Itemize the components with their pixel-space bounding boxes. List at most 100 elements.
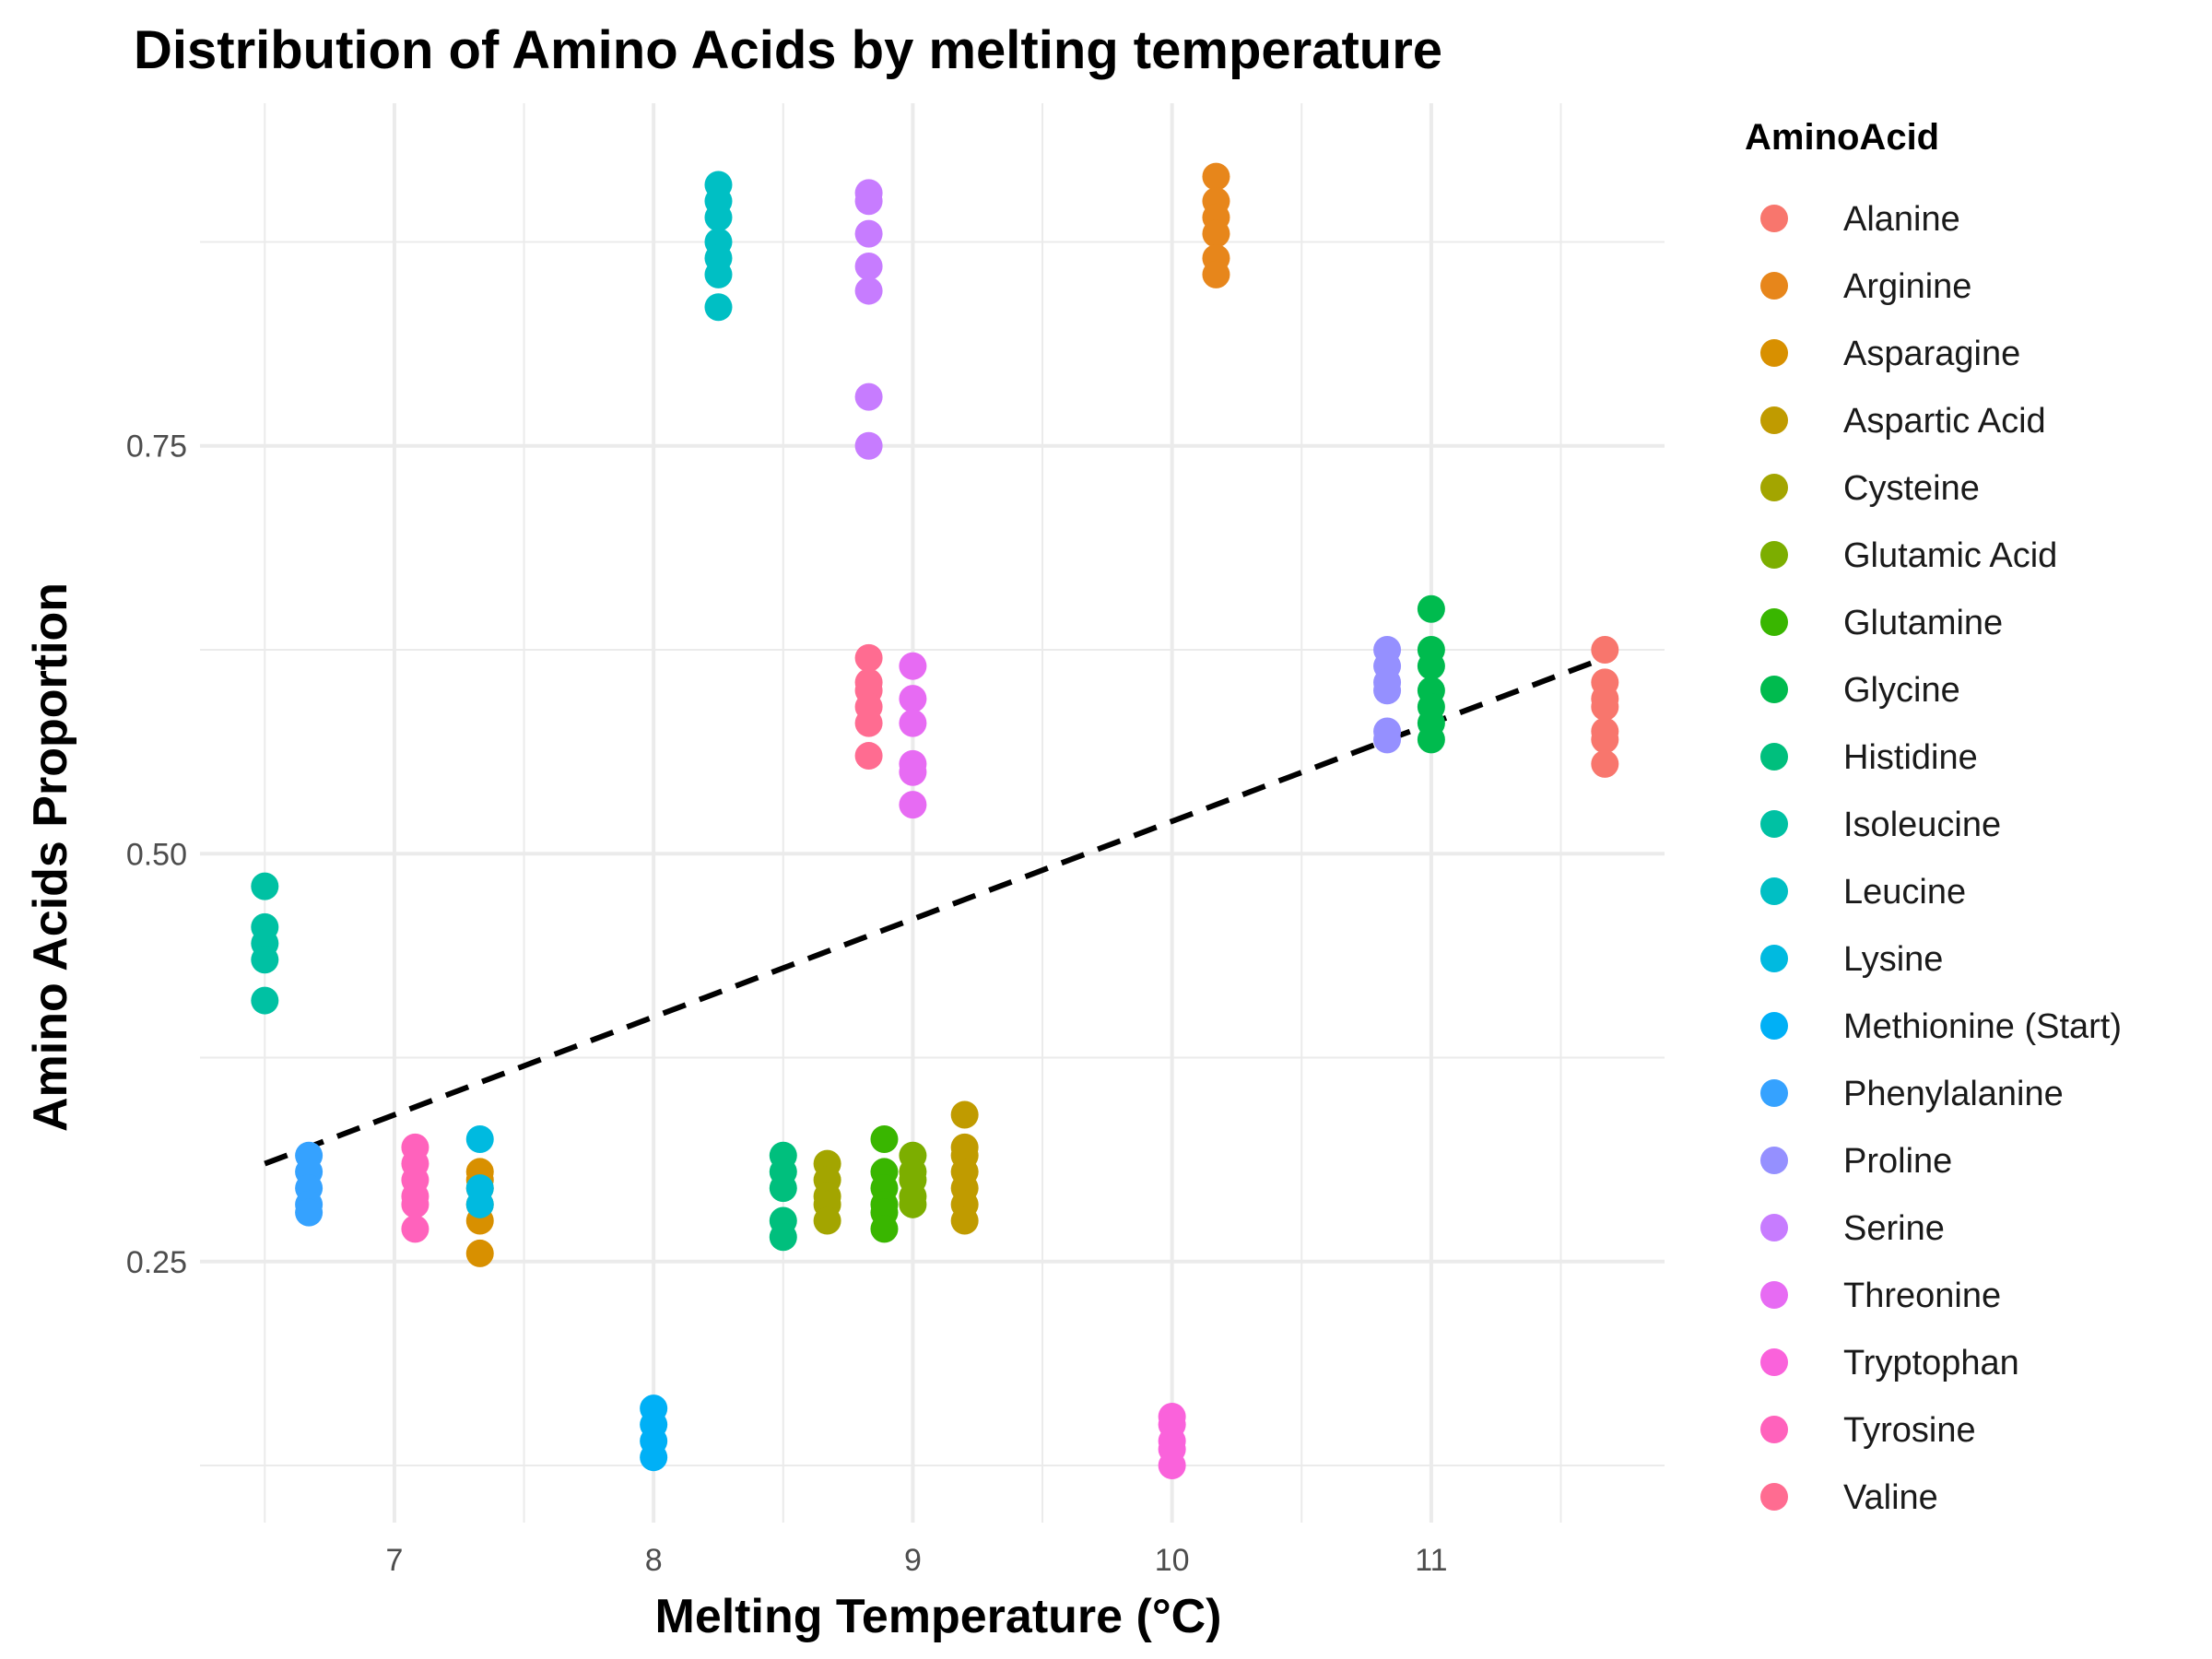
data-point	[1417, 652, 1445, 680]
legend-label: Histidine	[1843, 738, 1978, 777]
legend-key	[1760, 1281, 1788, 1309]
legend-key	[1760, 406, 1788, 434]
data-point	[1591, 749, 1619, 778]
data-point	[854, 709, 883, 737]
data-point	[1373, 677, 1402, 705]
chart-title: Distribution of Amino Acids by melting t…	[134, 20, 1442, 80]
x-tick-label: 7	[385, 1543, 403, 1578]
legend-label: Aspartic Acid	[1843, 402, 2046, 441]
legend-label: Serine	[1843, 1209, 1945, 1248]
legend-title: AminoAcid	[1745, 117, 1939, 158]
x-tick-label: 10	[1155, 1543, 1190, 1578]
legend-label: Isoleucine	[1843, 806, 2001, 844]
data-point	[899, 685, 927, 713]
legend-label: Methionine (Start)	[1843, 1007, 2122, 1046]
y-tick-label: 0.50	[126, 837, 187, 872]
legend-label: Cysteine	[1843, 469, 1980, 508]
legend-key	[1760, 272, 1788, 300]
legend-label: Lysine	[1843, 940, 1943, 979]
legend-label: Threonine	[1843, 1277, 2001, 1315]
grid	[200, 103, 1665, 1523]
legend-label: Phenylalanine	[1843, 1075, 2064, 1113]
legend-label: Arginine	[1843, 267, 1971, 306]
data-point	[1202, 219, 1230, 248]
x-tick-label: 8	[645, 1543, 663, 1578]
data-point	[854, 219, 883, 248]
data-point	[704, 293, 733, 322]
data-point	[899, 652, 927, 680]
data-point	[1202, 260, 1230, 288]
legend-label: Glutamic Acid	[1843, 536, 2057, 575]
data-point	[704, 203, 733, 231]
data-point	[295, 1198, 324, 1227]
trend-line	[264, 655, 1606, 1167]
data-point	[870, 1215, 899, 1243]
data-point	[465, 1125, 494, 1154]
x-axis-title: Melting Temperature (°C)	[655, 1590, 1222, 1643]
legend-label: Alanine	[1843, 200, 1960, 239]
legend-key	[1760, 676, 1788, 703]
data-point	[1417, 594, 1445, 623]
legend-key	[1760, 1214, 1788, 1241]
data-point	[1373, 725, 1402, 754]
data-point	[1591, 692, 1619, 721]
legend-key	[1760, 608, 1788, 636]
data-point	[899, 1190, 927, 1218]
legend-key	[1760, 1483, 1788, 1511]
legend-label: Glutamine	[1843, 604, 2003, 642]
data-point	[854, 187, 883, 216]
data-point	[1591, 725, 1619, 754]
data-point	[640, 1443, 668, 1472]
data-point	[1591, 635, 1619, 664]
legend-key	[1760, 743, 1788, 771]
data-point	[465, 1190, 494, 1218]
legend-key	[1760, 1012, 1788, 1040]
data-point	[854, 742, 883, 771]
data-point	[854, 253, 883, 281]
data-point	[401, 1215, 429, 1243]
data-point	[899, 791, 927, 819]
data-point	[251, 872, 279, 900]
data-point	[854, 382, 883, 411]
data-point	[401, 1190, 429, 1218]
trend-line-layer	[264, 655, 1606, 1167]
data-point	[1202, 162, 1230, 191]
legend-key	[1760, 1416, 1788, 1443]
legend-label: Tryptophan	[1843, 1344, 2019, 1382]
legend-label: Leucine	[1843, 873, 1966, 912]
legend-label: Valine	[1843, 1478, 1938, 1517]
data-point	[870, 1125, 899, 1154]
data-point	[854, 276, 883, 305]
data-point	[813, 1206, 841, 1235]
legend-key	[1760, 339, 1788, 367]
data-point	[251, 986, 279, 1015]
legend-key	[1760, 474, 1788, 501]
legend-key	[1760, 205, 1788, 232]
data-point	[899, 709, 927, 737]
data-point	[899, 758, 927, 786]
data-point	[950, 1100, 979, 1129]
data-point	[950, 1206, 979, 1235]
x-tick-label: 11	[1415, 1543, 1447, 1578]
legend-label: Tyrosine	[1843, 1411, 1976, 1450]
data-point	[1158, 1452, 1186, 1480]
data-point	[465, 1239, 494, 1267]
legend-label: Proline	[1843, 1142, 1952, 1181]
legend-key	[1760, 1147, 1788, 1174]
data-point	[854, 431, 883, 460]
legend-key	[1760, 810, 1788, 838]
legend-key	[1760, 945, 1788, 972]
axes: 7 8 9 10 11 0.25 0.50 0.75	[126, 429, 1448, 1578]
legend-key	[1760, 541, 1788, 569]
data-point	[769, 1174, 797, 1203]
legend-label: Asparagine	[1843, 335, 2020, 373]
legend-key	[1760, 1079, 1788, 1107]
legend: Alanine Arginine Asparagine Aspartic Acid Cy…	[1760, 200, 2122, 1517]
legend-key	[1760, 1348, 1788, 1376]
legend-key	[1760, 877, 1788, 905]
legend-label: Glycine	[1843, 671, 1960, 710]
points-layer	[251, 162, 1619, 1480]
data-point	[1417, 725, 1445, 754]
data-point	[704, 260, 733, 288]
